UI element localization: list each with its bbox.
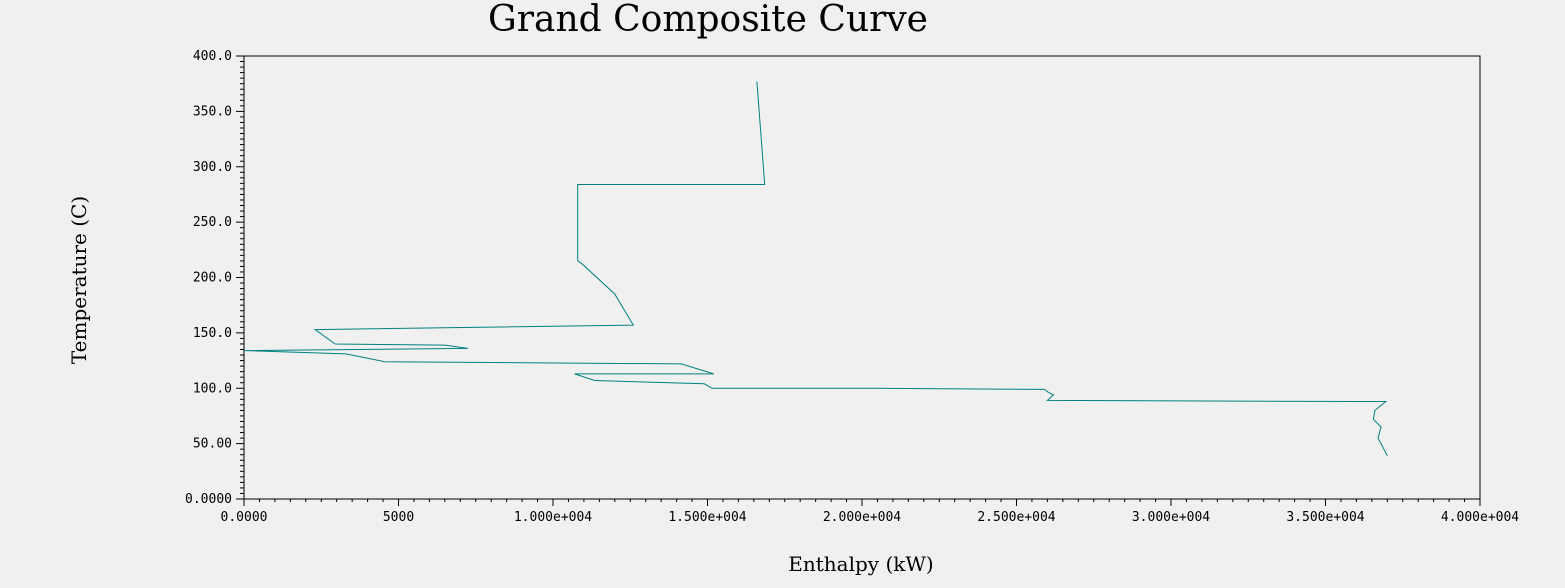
y-tick-label: 50.00 — [193, 437, 232, 452]
y-tick-label: 400.0 — [193, 49, 232, 64]
y-tick-label: 300.0 — [193, 160, 232, 175]
x-tick-label: 0.0000 — [221, 510, 268, 525]
y-tick-label: 150.0 — [193, 326, 232, 341]
x-tick-label: 2.500e+004 — [977, 510, 1055, 525]
chart-title: Grand Composite Curve — [488, 0, 928, 40]
y-axis-label: Temperature (C) — [67, 196, 91, 364]
y-tick-label: 100.0 — [193, 381, 232, 396]
x-axis-label: Enthalpy (kW) — [788, 552, 933, 576]
y-tick-label: 350.0 — [193, 104, 232, 119]
x-tick-label: 4.000e+004 — [1441, 510, 1519, 525]
y-tick-label: 200.0 — [193, 271, 232, 286]
x-tick-label: 5000 — [383, 510, 414, 525]
x-tick-label: 1.500e+004 — [668, 510, 746, 525]
y-tick-label: 0.0000 — [185, 492, 232, 507]
series-layer — [243, 81, 1388, 457]
y-axis: 0.0000 50.00 100.0 150.0 200.0 250.0 300.0 350.… — [185, 49, 244, 507]
x-tick-label: 2.000e+004 — [823, 510, 901, 525]
grand-composite-line-1 — [243, 81, 1388, 457]
x-tick-label: 3.500e+004 — [1286, 510, 1364, 525]
x-axis: 0.0000 5000 1.000e+004 1.500e+004 2.000e+004… — [221, 499, 1519, 525]
x-tick-label: 3.000e+004 — [1132, 510, 1210, 525]
y-tick-label: 250.0 — [193, 215, 232, 230]
x-tick-label: 1.000e+004 — [514, 510, 592, 525]
plot-area-frame — [243, 55, 1481, 500]
